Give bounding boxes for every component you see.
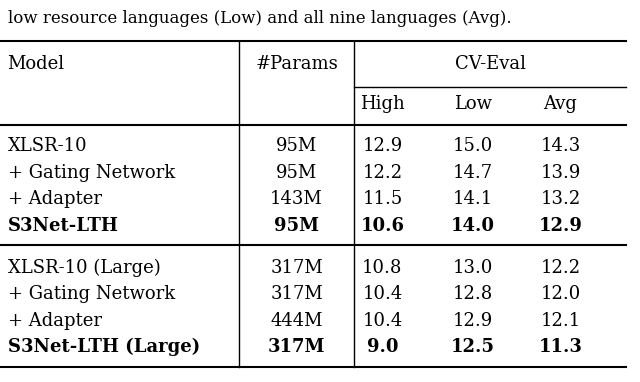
- Text: 10.4: 10.4: [362, 312, 403, 330]
- Text: XLSR-10 (Large): XLSR-10 (Large): [8, 259, 161, 277]
- Text: 444M: 444M: [270, 312, 323, 330]
- Text: #Params: #Params: [255, 55, 338, 73]
- Text: + Gating Network: + Gating Network: [8, 285, 175, 303]
- Text: 14.0: 14.0: [451, 217, 495, 235]
- Text: 10.6: 10.6: [360, 217, 404, 235]
- Text: + Gating Network: + Gating Network: [8, 164, 175, 182]
- Text: 10.8: 10.8: [362, 259, 403, 277]
- Text: CV-Eval: CV-Eval: [454, 55, 525, 73]
- Text: 10.4: 10.4: [362, 285, 403, 303]
- Text: 9.0: 9.0: [367, 338, 398, 356]
- Text: 317M: 317M: [270, 285, 323, 303]
- Text: 12.8: 12.8: [453, 285, 493, 303]
- Text: 12.2: 12.2: [362, 164, 403, 182]
- Text: S3Net-LTH (Large): S3Net-LTH (Large): [8, 338, 200, 356]
- Text: 11.5: 11.5: [362, 190, 403, 208]
- Text: 14.7: 14.7: [453, 164, 493, 182]
- Text: low resource languages (Low) and all nine languages (Avg).: low resource languages (Low) and all nin…: [8, 10, 511, 27]
- Text: 317M: 317M: [270, 259, 323, 277]
- Text: 12.9: 12.9: [362, 137, 403, 155]
- Text: 12.5: 12.5: [451, 338, 495, 356]
- Text: 14.3: 14.3: [540, 137, 580, 155]
- Text: Avg: Avg: [543, 95, 577, 113]
- Text: High: High: [360, 95, 404, 113]
- Text: 12.9: 12.9: [453, 312, 493, 330]
- Text: 12.0: 12.0: [540, 285, 580, 303]
- Text: 95M: 95M: [276, 137, 317, 155]
- Text: S3Net-LTH: S3Net-LTH: [8, 217, 118, 235]
- Text: 13.0: 13.0: [453, 259, 493, 277]
- Text: 12.1: 12.1: [540, 312, 580, 330]
- Text: 13.2: 13.2: [540, 190, 580, 208]
- Text: Low: Low: [454, 95, 492, 113]
- Text: 317M: 317M: [268, 338, 325, 356]
- Text: 95M: 95M: [276, 164, 317, 182]
- Text: 95M: 95M: [274, 217, 319, 235]
- Text: + Adapter: + Adapter: [8, 190, 102, 208]
- Text: 15.0: 15.0: [453, 137, 493, 155]
- Text: 143M: 143M: [270, 190, 323, 208]
- Text: 11.3: 11.3: [538, 338, 582, 356]
- Text: XLSR-10: XLSR-10: [8, 137, 87, 155]
- Text: 14.1: 14.1: [453, 190, 493, 208]
- Text: 12.9: 12.9: [538, 217, 582, 235]
- Text: 13.9: 13.9: [540, 164, 580, 182]
- Text: + Adapter: + Adapter: [8, 312, 102, 330]
- Text: Model: Model: [8, 55, 65, 73]
- Text: 12.2: 12.2: [540, 259, 580, 277]
